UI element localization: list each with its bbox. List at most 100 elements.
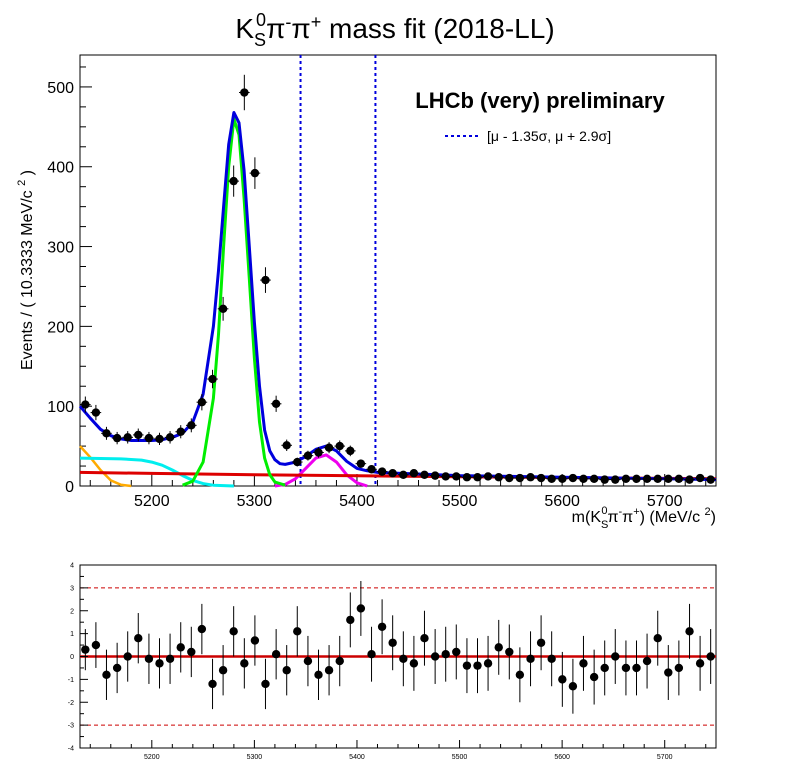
y-tick-label: 200 <box>47 319 74 336</box>
data-point-marker <box>536 473 546 483</box>
data-point <box>281 439 292 451</box>
data-point <box>249 157 261 189</box>
data-point <box>472 473 483 482</box>
data-point-marker <box>558 474 567 484</box>
pull-point-marker <box>102 670 111 679</box>
data-point-marker <box>452 472 461 481</box>
pull-point <box>165 633 175 684</box>
x-tick-label: 5500 <box>442 493 478 510</box>
data-point <box>270 395 282 412</box>
pull-point-marker <box>600 663 609 673</box>
pull-point <box>600 640 609 696</box>
data-point-marker <box>261 275 270 285</box>
data-point <box>122 431 133 444</box>
data-point-marker <box>674 474 684 484</box>
pull-point <box>462 638 472 694</box>
pull-point-marker <box>536 638 546 647</box>
total-fit-curve <box>78 111 717 482</box>
legend-label-window: [μ - 1.35σ, μ + 2.9σ] <box>487 128 611 144</box>
pull-point <box>505 624 514 680</box>
data-point <box>164 431 176 444</box>
pull-point-marker <box>218 666 228 675</box>
pull-point-marker <box>303 656 313 666</box>
pull-point <box>367 626 376 682</box>
pull-point <box>483 635 493 691</box>
data-point <box>207 369 218 389</box>
data-point <box>313 447 324 458</box>
pull-point-marker <box>430 652 440 661</box>
pull-point <box>271 629 281 680</box>
data-point <box>620 474 632 484</box>
data-point-marker <box>494 473 503 482</box>
data-point <box>175 425 187 439</box>
data-point-marker <box>218 304 228 314</box>
data-point-marker <box>430 471 440 480</box>
data-point <box>652 474 664 484</box>
pull-point <box>303 635 313 687</box>
pull-point <box>314 649 323 700</box>
data-point <box>398 470 409 480</box>
pull-x-tick-label: 5700 <box>657 754 673 761</box>
pull-point-marker <box>706 652 715 661</box>
pull-point <box>91 622 101 668</box>
data-point-marker <box>335 441 344 451</box>
data-point <box>111 431 123 445</box>
pull-y-tick-label: -2 <box>68 700 74 707</box>
data-point <box>673 474 685 484</box>
data-point-marker <box>706 475 715 484</box>
y-tick-label: 300 <box>47 240 74 257</box>
pull-point <box>218 645 228 696</box>
data-point <box>408 469 420 478</box>
data-point-marker <box>165 433 175 442</box>
pull-point-marker <box>335 656 344 666</box>
data-point-marker <box>91 408 101 417</box>
pull-point <box>632 640 641 696</box>
pull-point-marker <box>356 604 366 613</box>
pull-point <box>547 631 556 687</box>
pull-point-marker <box>229 627 238 636</box>
pull-point <box>144 633 154 684</box>
pull-point <box>515 647 525 703</box>
pull-point <box>589 649 599 705</box>
pull-point-marker <box>81 645 90 654</box>
pull-point <box>494 619 503 675</box>
pull-y-tick-label: 0 <box>70 654 74 661</box>
data-point-marker <box>123 433 132 442</box>
data-point <box>302 450 314 461</box>
data-point-marker <box>144 433 154 443</box>
pull-point-marker <box>367 650 376 659</box>
data-point-marker <box>441 472 450 481</box>
pull-x-tick-label: 5300 <box>247 754 263 761</box>
data-point-marker <box>547 474 556 484</box>
pull-point-marker <box>409 659 419 668</box>
data-point-marker <box>229 176 238 186</box>
data-point-marker <box>632 474 641 484</box>
data-point-marker <box>324 443 334 452</box>
pull-point <box>112 642 122 694</box>
pull-point-marker <box>483 659 493 668</box>
data-point-marker <box>526 473 535 482</box>
pull-point <box>123 631 132 682</box>
pull-point-marker <box>558 675 567 684</box>
pull-plot-area: 5200 5300 5400 5500 5600 5700 -4 -3 -2 -1 0 1 2 3 4 <box>68 563 716 761</box>
pull-point-marker <box>377 622 387 631</box>
pull-point-marker <box>589 672 599 682</box>
data-point-marker <box>409 469 419 478</box>
pull-point <box>208 658 217 710</box>
pull-point-marker <box>462 661 472 670</box>
pull-point <box>558 651 567 707</box>
pull-point <box>526 631 535 687</box>
x-axis-label: m(KS0π-π+) (MeV/c 2) <box>572 505 716 531</box>
data-point-marker <box>240 88 249 97</box>
data-point-marker <box>112 433 122 443</box>
pull-point <box>695 635 705 691</box>
pull-point-marker <box>165 654 175 663</box>
pull-point-marker <box>621 663 631 673</box>
pull-point-marker <box>91 640 101 650</box>
pull-y-tick-label: 1 <box>70 631 74 638</box>
data-point <box>419 470 430 480</box>
pull-point <box>293 606 302 657</box>
pull-point <box>356 581 366 636</box>
pull-point <box>187 626 196 678</box>
x-tick-label: 5300 <box>237 493 273 510</box>
